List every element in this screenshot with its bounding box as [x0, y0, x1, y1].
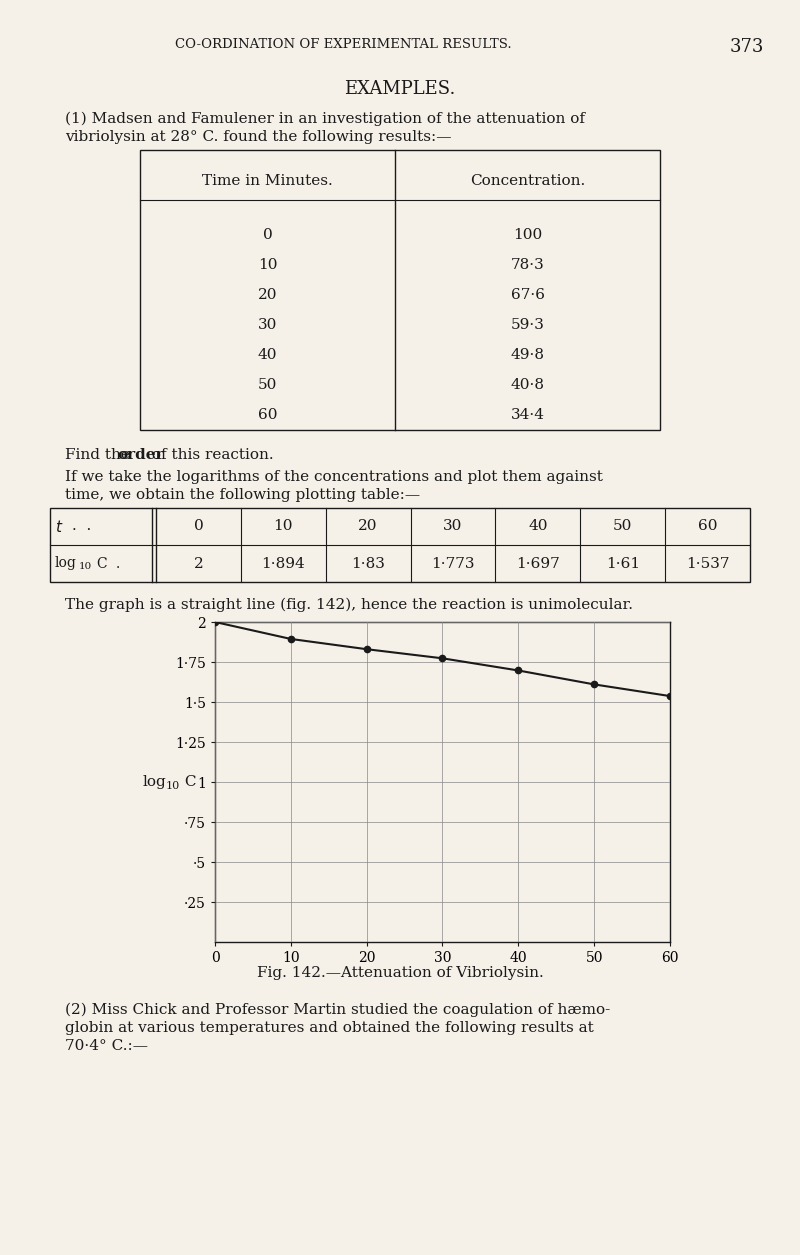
Text: 373: 373 [730, 38, 764, 56]
Text: 1·894: 1·894 [262, 556, 305, 571]
Text: 100: 100 [513, 228, 542, 242]
Text: 10: 10 [258, 259, 278, 272]
Text: 2: 2 [194, 556, 203, 571]
Text: .  .: . . [72, 520, 91, 533]
Text: EXAMPLES.: EXAMPLES. [344, 80, 456, 98]
Text: C: C [96, 556, 106, 571]
Text: 0: 0 [262, 228, 272, 242]
Text: vibriolysin at 28° C. found the following results:—: vibriolysin at 28° C. found the followin… [65, 131, 451, 144]
Text: $t$: $t$ [55, 518, 63, 535]
Text: The graph is a straight line (fig. 142), hence the reaction is unimolecular.: The graph is a straight line (fig. 142),… [65, 597, 633, 612]
Text: 30: 30 [258, 318, 277, 333]
Text: 10: 10 [79, 562, 92, 571]
Text: (1) Madsen and Famulener in an investigation of the attenuation of: (1) Madsen and Famulener in an investiga… [65, 112, 585, 127]
Text: 34·4: 34·4 [510, 408, 545, 422]
Bar [140, 151, 660, 430]
Text: Concentration.: Concentration. [470, 174, 585, 188]
Text: Fig. 142.—Attenuation of Vibriolysin.: Fig. 142.—Attenuation of Vibriolysin. [257, 966, 543, 980]
Text: 70·4° C.:—: 70·4° C.:— [65, 1039, 148, 1053]
Text: log: log [55, 556, 77, 571]
Text: 67·6: 67·6 [510, 287, 545, 302]
Text: Find the: Find the [65, 448, 134, 462]
Text: log: log [143, 776, 166, 789]
Text: globin at various temperatures and obtained the following results at: globin at various temperatures and obtai… [65, 1022, 594, 1035]
Text: 49·8: 49·8 [510, 348, 545, 361]
Text: 78·3: 78·3 [510, 259, 544, 272]
Text: .: . [116, 556, 120, 571]
Text: 40·8: 40·8 [510, 378, 545, 392]
Text: 1·697: 1·697 [516, 556, 560, 571]
Bar [50, 508, 750, 582]
Text: (2) Miss Chick and Professor Martin studied the coagulation of hæmo-: (2) Miss Chick and Professor Martin stud… [65, 1003, 610, 1018]
Text: Time in Minutes.: Time in Minutes. [202, 174, 333, 188]
Text: 50: 50 [613, 520, 633, 533]
Text: 30: 30 [443, 520, 462, 533]
Text: 40: 40 [258, 348, 278, 361]
Text: 20: 20 [358, 520, 378, 533]
Text: 10: 10 [274, 520, 293, 533]
Text: 20: 20 [258, 287, 278, 302]
Text: If we take the logarithms of the concentrations and plot them against: If we take the logarithms of the concent… [65, 471, 603, 484]
Text: time, we obtain the following plotting table:—: time, we obtain the following plotting t… [65, 488, 420, 502]
Text: order: order [118, 448, 164, 462]
Text: 1·61: 1·61 [606, 556, 640, 571]
Text: CO-ORDINATION OF EXPERIMENTAL RESULTS.: CO-ORDINATION OF EXPERIMENTAL RESULTS. [175, 38, 512, 51]
Text: C: C [180, 776, 197, 789]
Text: 40: 40 [528, 520, 548, 533]
Text: 1·773: 1·773 [431, 556, 474, 571]
Text: 10: 10 [166, 781, 180, 791]
Text: 1·537: 1·537 [686, 556, 730, 571]
Text: of this reaction.: of this reaction. [147, 448, 274, 462]
Text: 60: 60 [258, 408, 278, 422]
Text: 50: 50 [258, 378, 277, 392]
Text: 60: 60 [698, 520, 718, 533]
Text: 0: 0 [194, 520, 203, 533]
Text: 59·3: 59·3 [510, 318, 545, 333]
Text: 1·83: 1·83 [351, 556, 385, 571]
